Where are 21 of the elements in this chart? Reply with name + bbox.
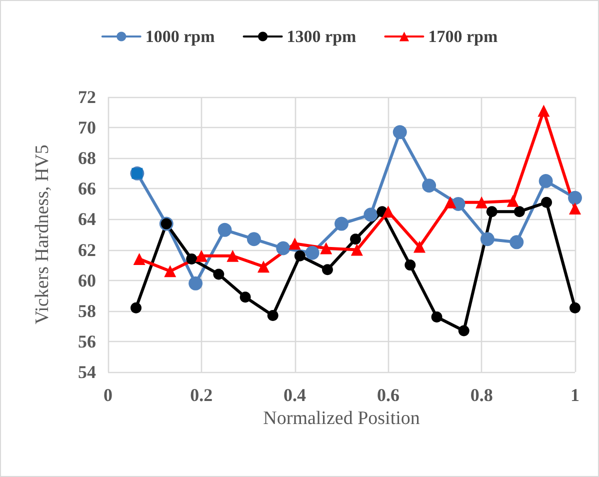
y-tick-label: 68 [78, 148, 96, 168]
y-tick-label: 54 [78, 362, 96, 382]
x-tick-label: 1 [570, 385, 580, 405]
y-tick-label: 58 [78, 300, 96, 321]
legend-label: 1700 rpm [428, 27, 498, 46]
x-tick-label: 0.6 [376, 385, 400, 405]
y-tick-label: 60 [78, 270, 96, 290]
x-tick-label: 0.8 [470, 385, 493, 405]
x-tick-label: 0 [104, 385, 112, 405]
y-tick-label: 62 [78, 240, 96, 260]
y-tick-label: 64 [78, 209, 96, 230]
legend-label: 1300 rpm [286, 27, 356, 46]
y-tick-label: 56 [78, 331, 96, 352]
legend-label: 1000 rpm [145, 27, 215, 46]
y-axis-title: Vickers Hardness, HV5 [32, 144, 53, 324]
x-axis-title: Normalized Position [263, 408, 420, 429]
x-tick-label: 0.2 [190, 385, 213, 405]
y-tick-label: 72 [78, 87, 96, 107]
y-tick-label: 70 [78, 118, 96, 138]
x-tick-label: 0.4 [284, 385, 306, 405]
y-tick-label: 66 [78, 178, 96, 199]
